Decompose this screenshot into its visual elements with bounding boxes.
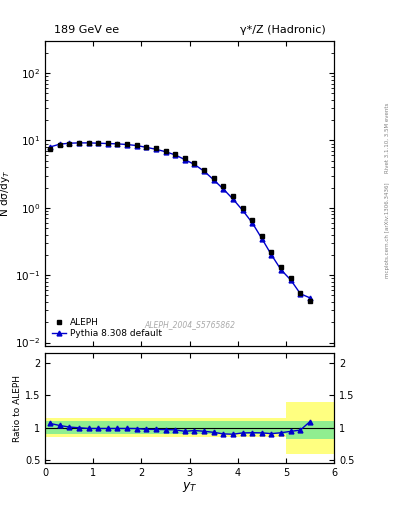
ALEPH — [134, 142, 139, 148]
ALEPH — [250, 217, 255, 223]
ALEPH — [48, 146, 52, 152]
ALEPH — [125, 141, 129, 147]
ALEPH — [240, 205, 245, 211]
Pythia 8.308 default — [231, 196, 235, 202]
ALEPH — [288, 275, 293, 281]
Legend: ALEPH, Pythia 8.308 default: ALEPH, Pythia 8.308 default — [50, 315, 164, 341]
ALEPH — [182, 155, 187, 161]
Pythia 8.308 default — [308, 295, 312, 301]
Pythia 8.308 default — [202, 168, 206, 174]
ALEPH — [192, 160, 197, 166]
ALEPH — [57, 142, 62, 148]
Pythia 8.308 default — [269, 252, 274, 258]
Y-axis label: N dσ/dy$_T$: N dσ/dy$_T$ — [0, 169, 12, 217]
ALEPH — [231, 193, 235, 199]
ALEPH — [173, 151, 178, 157]
Pythia 8.308 default — [48, 144, 52, 150]
ALEPH — [86, 139, 91, 145]
Text: Rivet 3.1.10, 3.5M events: Rivet 3.1.10, 3.5M events — [385, 103, 389, 174]
ALEPH — [269, 249, 274, 255]
ALEPH — [144, 143, 149, 150]
ALEPH — [96, 140, 101, 146]
Pythia 8.308 default — [77, 140, 81, 146]
ALEPH — [308, 297, 312, 304]
Pythia 8.308 default — [182, 157, 187, 163]
Pythia 8.308 default — [86, 140, 91, 146]
Pythia 8.308 default — [221, 186, 226, 192]
ALEPH — [211, 175, 216, 181]
Pythia 8.308 default — [192, 161, 197, 167]
Pythia 8.308 default — [144, 144, 149, 151]
Pythia 8.308 default — [173, 152, 178, 158]
ALEPH — [115, 140, 120, 146]
Pythia 8.308 default — [163, 148, 168, 155]
Pythia 8.308 default — [240, 207, 245, 214]
Pythia 8.308 default — [96, 140, 101, 146]
Pythia 8.308 default — [288, 277, 293, 283]
Pythia 8.308 default — [125, 141, 129, 147]
ALEPH — [279, 264, 283, 270]
ALEPH — [105, 140, 110, 146]
X-axis label: $y_T$: $y_T$ — [182, 480, 197, 494]
Text: ALEPH_2004_S5765862: ALEPH_2004_S5765862 — [144, 320, 235, 329]
Pythia 8.308 default — [57, 141, 62, 147]
Pythia 8.308 default — [115, 141, 120, 147]
ALEPH — [154, 145, 158, 152]
Pythia 8.308 default — [67, 140, 72, 146]
Pythia 8.308 default — [298, 291, 303, 297]
ALEPH — [221, 183, 226, 189]
ALEPH — [163, 148, 168, 154]
Pythia 8.308 default — [250, 220, 255, 226]
Pythia 8.308 default — [154, 146, 158, 153]
Text: γ*/Z (Hadronic): γ*/Z (Hadronic) — [240, 25, 325, 35]
ALEPH — [67, 140, 72, 146]
Pythia 8.308 default — [134, 142, 139, 148]
Y-axis label: Ratio to ALEPH: Ratio to ALEPH — [13, 375, 22, 442]
ALEPH — [77, 140, 81, 146]
Line: Pythia 8.308 default: Pythia 8.308 default — [48, 140, 312, 301]
Line: ALEPH: ALEPH — [48, 140, 312, 303]
ALEPH — [259, 233, 264, 239]
ALEPH — [202, 166, 206, 173]
Pythia 8.308 default — [279, 267, 283, 273]
Text: 189 GeV ee: 189 GeV ee — [54, 25, 119, 35]
Pythia 8.308 default — [211, 177, 216, 183]
Pythia 8.308 default — [259, 236, 264, 242]
Pythia 8.308 default — [105, 140, 110, 146]
ALEPH — [298, 290, 303, 296]
Text: mcplots.cern.ch [arXiv:1306.3436]: mcplots.cern.ch [arXiv:1306.3436] — [385, 183, 389, 278]
